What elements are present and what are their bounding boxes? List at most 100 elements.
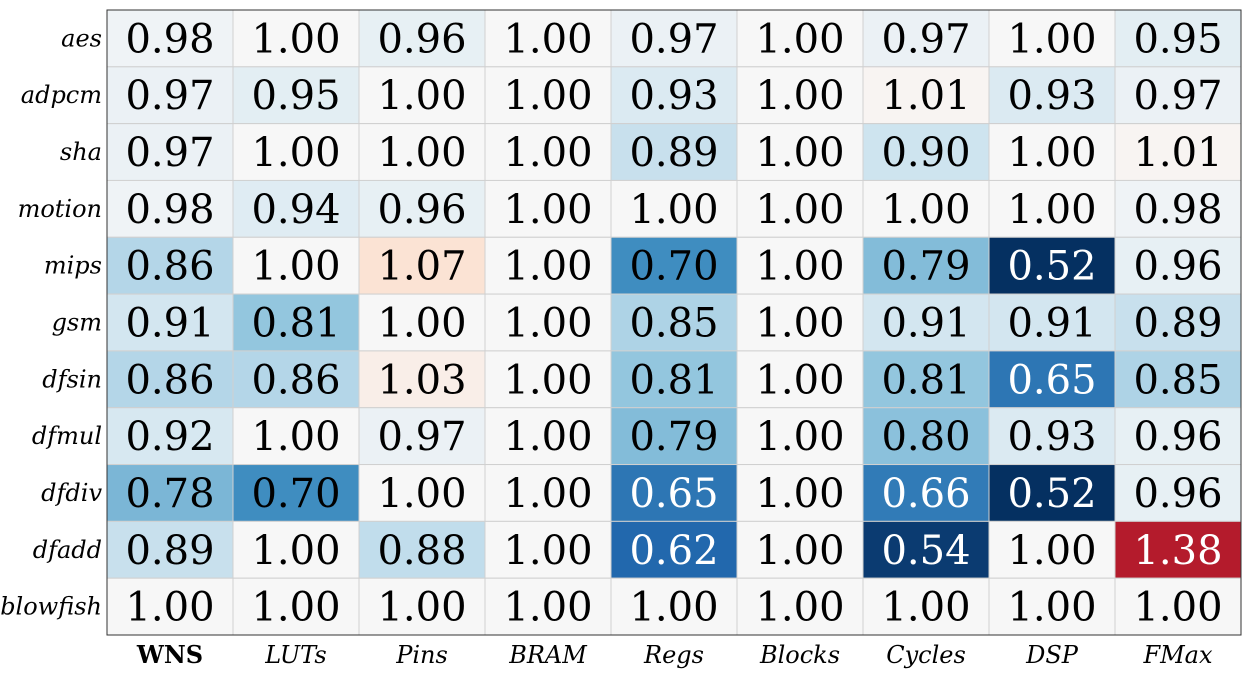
cell-value-label: 1.00 [503, 73, 592, 119]
heatmap-cell [484, 9, 612, 68]
cell-value-label: 0.52 [1007, 471, 1096, 517]
cell-value-label: 1.00 [125, 585, 214, 631]
cell-value-label: 1.00 [251, 414, 340, 460]
heatmap-cell [862, 350, 990, 409]
heatmap-cell [106, 577, 234, 636]
heatmap-cell [862, 236, 990, 295]
row-label: adpcm [21, 81, 102, 109]
cell-value-label: 1.00 [503, 16, 592, 62]
heatmap-cell [1114, 123, 1242, 181]
heatmap-cell [610, 577, 738, 636]
row-label: blowfish [0, 593, 102, 621]
heatmap-cell [484, 236, 612, 295]
cell-value-label: 1.00 [503, 130, 592, 176]
heatmap-cell [862, 577, 990, 636]
heatmap-cell [1114, 179, 1242, 238]
cell-value-label: 0.97 [881, 16, 970, 62]
cell-value-label: 1.00 [503, 301, 592, 347]
heatmap-cell [610, 66, 738, 125]
cell-value-label: 0.97 [125, 130, 214, 176]
heatmap-cell [862, 123, 990, 181]
heatmap-cell [1114, 464, 1242, 522]
cell-value-label: 1.00 [1007, 130, 1096, 176]
cell-value-label: 0.97 [629, 16, 718, 62]
heatmap-cell [484, 520, 612, 579]
cell-value-label: 1.00 [755, 471, 844, 517]
cell-value-label: 1.00 [251, 585, 340, 631]
cell-value-label: 1.00 [755, 244, 844, 290]
heatmap-cell [484, 464, 612, 522]
cell-value-label: 1.00 [377, 73, 466, 119]
heatmap-cell [736, 9, 864, 68]
cell-value-label: 0.81 [629, 357, 718, 403]
heatmap-cell [736, 236, 864, 295]
heatmap-cell [610, 407, 738, 466]
cell-value-label: 0.96 [1133, 414, 1222, 460]
cell-value-label: 0.81 [881, 357, 970, 403]
heatmap-cell [358, 520, 486, 579]
cell-value-label: 0.80 [881, 414, 970, 460]
heatmap-cell [106, 179, 234, 238]
cell-value-label: 0.98 [125, 16, 214, 62]
cell-value-label: 0.86 [125, 357, 214, 403]
cell-value-label: 0.98 [125, 187, 214, 233]
cell-value-label: 0.96 [377, 16, 466, 62]
heatmap-cell [358, 293, 486, 352]
heatmap-cell [1114, 236, 1242, 295]
cell-value-label: 0.95 [1133, 16, 1222, 62]
cell-value-label: 0.66 [881, 471, 970, 517]
cell-value-label: 1.01 [1133, 130, 1222, 176]
heatmap-cell [736, 407, 864, 466]
cell-value-label: 0.54 [881, 528, 970, 574]
cell-value-label: 1.00 [1133, 585, 1222, 631]
heatmap-cell [106, 407, 234, 466]
cell-value-label: 1.00 [503, 244, 592, 290]
cell-value-label: 1.00 [629, 187, 718, 233]
heatmap-cell [232, 577, 360, 636]
heatmap-cell [106, 236, 234, 295]
cell-value-label: 0.97 [125, 73, 214, 119]
row-label: motion [18, 195, 102, 223]
cell-value-label: 0.92 [125, 414, 214, 460]
cell-value-label: 0.94 [251, 187, 340, 233]
heatmap-cell [862, 66, 990, 125]
cell-value-label: 1.00 [755, 414, 844, 460]
column-label: DSP [1025, 641, 1079, 669]
heatmap-cell [106, 464, 234, 522]
cell-value-label: 0.93 [1007, 414, 1096, 460]
cell-value-label: 0.70 [629, 244, 718, 290]
heatmap-cell [484, 577, 612, 636]
cell-value-label: 0.89 [1133, 301, 1222, 347]
cell-value-label: 0.81 [251, 301, 340, 347]
cell-value-label: 0.93 [1007, 73, 1096, 119]
row-label: dfmul [32, 422, 102, 450]
heatmap-cell [232, 464, 360, 522]
cell-value-label: 1.00 [251, 16, 340, 62]
heatmap-cell [988, 66, 1116, 125]
row-label: dfsin [42, 365, 102, 393]
cell-value-label: 0.85 [1133, 357, 1222, 403]
heatmap-cell [988, 520, 1116, 579]
cell-value-label: 0.93 [629, 73, 718, 119]
cell-value-label: 0.85 [629, 301, 718, 347]
heatmap-cell [358, 464, 486, 522]
row-labels: aes adpcm sha motion mips gsm dfsin dfmul dfdiv d… [0, 24, 102, 620]
cell-value-label: 0.91 [1007, 301, 1096, 347]
cell-value-label: 1.00 [881, 585, 970, 631]
cell-value-label: 1.00 [377, 130, 466, 176]
heatmap-cell [358, 66, 486, 125]
heatmap-cell [484, 123, 612, 181]
cell-value-label: 0.96 [377, 187, 466, 233]
cell-value-label: 1.00 [755, 357, 844, 403]
cell-value-label: 1.00 [251, 528, 340, 574]
cell-value-label: 0.95 [251, 73, 340, 119]
heatmap-cell [1114, 293, 1242, 352]
heatmap-cell [1114, 66, 1242, 125]
heatmap-cell [106, 350, 234, 409]
column-label: Blocks [759, 641, 840, 669]
column-label: Pins [395, 641, 448, 669]
cell-value-label: 1.00 [1007, 585, 1096, 631]
column-label: BRAM [508, 641, 588, 669]
cell-value-label: 0.65 [1007, 357, 1096, 403]
